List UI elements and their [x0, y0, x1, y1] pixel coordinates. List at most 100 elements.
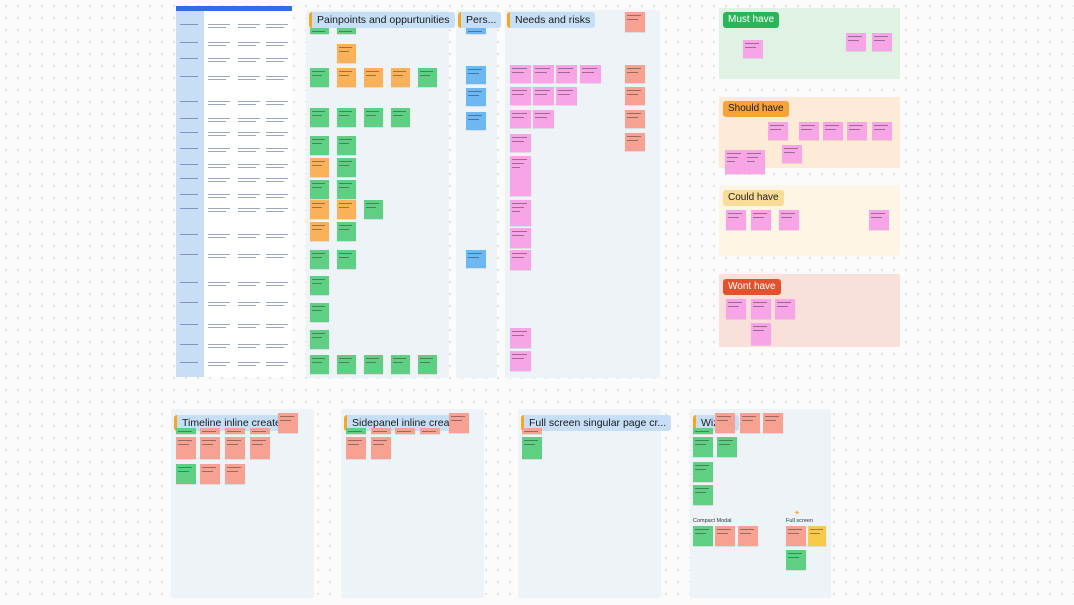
sticky-note[interactable]: [693, 437, 713, 457]
sticky-note[interactable]: [693, 428, 713, 434]
sticky-note[interactable]: [176, 437, 196, 459]
sticky-note[interactable]: [715, 526, 735, 546]
sticky-note[interactable]: [310, 276, 329, 295]
sticky-note[interactable]: [310, 222, 329, 241]
sticky-note[interactable]: [310, 108, 329, 127]
sticky-note[interactable]: [466, 250, 486, 268]
sticky-note[interactable]: [200, 437, 220, 459]
sticky-note[interactable]: [872, 33, 892, 51]
sticky-note[interactable]: [799, 122, 819, 140]
sticky-note[interactable]: [337, 355, 356, 374]
sticky-note[interactable]: [418, 68, 437, 87]
sticky-note[interactable]: [725, 150, 745, 174]
sticky-note[interactable]: [510, 87, 531, 105]
wizard-section[interactable]: [690, 409, 831, 598]
sticky-note[interactable]: [556, 87, 577, 105]
sticky-note[interactable]: [310, 28, 329, 34]
sticky-note[interactable]: [751, 323, 771, 345]
sticky-note[interactable]: [533, 87, 554, 105]
sticky-note[interactable]: [693, 526, 713, 546]
sticky-note[interactable]: [310, 355, 329, 374]
sticky-note[interactable]: [522, 428, 542, 434]
sticky-note[interactable]: [510, 110, 531, 128]
sticky-note[interactable]: [510, 228, 531, 248]
sticky-note[interactable]: [391, 68, 410, 87]
sticky-note[interactable]: [337, 108, 356, 127]
sticky-note[interactable]: [872, 122, 892, 140]
sticky-note[interactable]: [337, 222, 356, 241]
sticky-note[interactable]: [200, 428, 220, 434]
sticky-note[interactable]: [364, 68, 383, 87]
sticky-note[interactable]: [522, 437, 542, 459]
sticky-note[interactable]: [625, 87, 645, 105]
sticky-note[interactable]: [176, 428, 196, 434]
could-have-label[interactable]: Could have: [723, 190, 784, 206]
sticky-note[interactable]: [846, 33, 866, 51]
sticky-note[interactable]: [693, 485, 713, 505]
timeline-section-label[interactable]: Timeline inline create: [174, 415, 286, 431]
sticky-note[interactable]: [395, 428, 415, 434]
sticky-note[interactable]: [346, 437, 366, 459]
sticky-note[interactable]: [250, 428, 270, 434]
sticky-note[interactable]: [346, 428, 366, 434]
sticky-note[interactable]: [763, 413, 783, 433]
sticky-note[interactable]: [200, 464, 220, 484]
research-table[interactable]: [176, 6, 292, 377]
sticky-note[interactable]: [418, 355, 437, 374]
sticky-note[interactable]: [310, 136, 329, 155]
sticky-note[interactable]: [510, 351, 531, 371]
sticky-note[interactable]: [371, 437, 391, 459]
sticky-note[interactable]: [625, 65, 645, 83]
sticky-note[interactable]: [556, 65, 577, 83]
must-have-label[interactable]: Must have: [723, 12, 780, 28]
sticky-note[interactable]: [625, 110, 645, 128]
sticky-note[interactable]: [717, 437, 737, 457]
sticky-note[interactable]: [337, 136, 356, 155]
sticky-note[interactable]: [510, 134, 531, 152]
sticky-note[interactable]: [466, 112, 486, 130]
sticky-note[interactable]: [449, 413, 469, 433]
painpoints-section-label[interactable]: Painpoints and oppurtunities: [309, 12, 455, 28]
sticky-note[interactable]: [751, 299, 771, 319]
sticky-note[interactable]: [775, 299, 795, 319]
sticky-note[interactable]: [786, 526, 806, 546]
fullscreen-page-section-label[interactable]: Full screen singular page cr...: [521, 415, 672, 431]
sticky-note[interactable]: [466, 28, 486, 34]
sticky-note[interactable]: [823, 122, 843, 140]
sticky-note[interactable]: [225, 437, 245, 459]
sticky-note[interactable]: [693, 462, 713, 482]
sticky-note[interactable]: [740, 413, 760, 433]
sticky-note[interactable]: [364, 355, 383, 374]
sticky-note[interactable]: [337, 200, 356, 219]
sticky-note[interactable]: [466, 66, 486, 84]
sticky-note[interactable]: [726, 210, 746, 230]
sticky-note[interactable]: [337, 158, 356, 177]
sticky-note[interactable]: [337, 250, 356, 269]
sticky-note[interactable]: [466, 88, 486, 106]
sticky-note[interactable]: [751, 210, 771, 230]
needs-section-label[interactable]: Needs and risks: [507, 12, 596, 28]
sticky-note[interactable]: [738, 526, 758, 546]
sticky-note[interactable]: [250, 437, 270, 459]
sticky-note[interactable]: [225, 464, 245, 484]
sticky-note[interactable]: [510, 200, 531, 226]
sticky-note[interactable]: [310, 158, 329, 177]
sticky-note[interactable]: [337, 28, 356, 34]
sticky-note[interactable]: [533, 65, 554, 83]
sticky-note[interactable]: [743, 40, 763, 58]
sticky-note[interactable]: [310, 250, 329, 269]
sticky-note[interactable]: [391, 355, 410, 374]
sticky-note[interactable]: [726, 299, 746, 319]
sticky-note[interactable]: [278, 413, 298, 433]
sticky-note[interactable]: [808, 526, 826, 546]
should-have-label[interactable]: Should have: [723, 101, 789, 117]
sticky-note[interactable]: [847, 122, 867, 140]
sticky-note[interactable]: [625, 133, 645, 151]
sticky-note[interactable]: [310, 180, 329, 199]
sticky-note[interactable]: [768, 122, 788, 140]
sticky-note[interactable]: [869, 210, 889, 230]
sticky-note[interactable]: [420, 428, 440, 434]
sticky-note[interactable]: [786, 550, 806, 570]
sticky-note[interactable]: [779, 210, 799, 230]
